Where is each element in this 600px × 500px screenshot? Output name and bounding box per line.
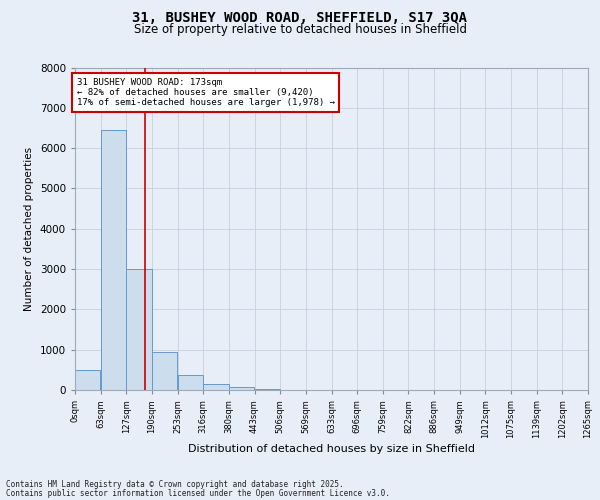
Bar <box>229 387 254 390</box>
Text: Contains public sector information licensed under the Open Government Licence v3: Contains public sector information licen… <box>6 488 390 498</box>
Bar <box>127 269 152 390</box>
X-axis label: Distribution of detached houses by size in Sheffield: Distribution of detached houses by size … <box>188 444 475 454</box>
Bar <box>254 389 280 390</box>
Bar <box>75 370 100 390</box>
Text: 31 BUSHEY WOOD ROAD: 173sqm
← 82% of detached houses are smaller (9,420)
17% of : 31 BUSHEY WOOD ROAD: 173sqm ← 82% of det… <box>77 78 335 108</box>
Bar <box>178 375 203 390</box>
Text: Contains HM Land Registry data © Crown copyright and database right 2025.: Contains HM Land Registry data © Crown c… <box>6 480 344 489</box>
Text: Size of property relative to detached houses in Sheffield: Size of property relative to detached ho… <box>133 22 467 36</box>
Text: 31, BUSHEY WOOD ROAD, SHEFFIELD, S17 3QA: 31, BUSHEY WOOD ROAD, SHEFFIELD, S17 3QA <box>133 11 467 25</box>
Bar <box>203 384 229 390</box>
Y-axis label: Number of detached properties: Number of detached properties <box>24 146 34 311</box>
Bar <box>101 130 126 390</box>
Bar <box>152 352 178 390</box>
